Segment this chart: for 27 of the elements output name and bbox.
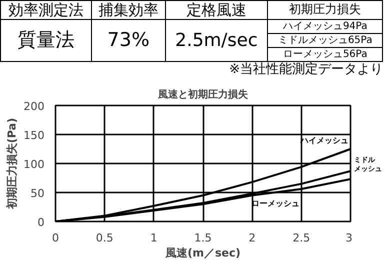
y-tick-label: 200	[24, 100, 45, 113]
text: 効率測定法	[0, 0, 92, 20]
x-tick-label: 1	[150, 232, 158, 244]
chart-title: 風速と初期圧力損失	[157, 88, 249, 100]
series-label: ローメッシュ	[251, 199, 300, 208]
text: 捕集効率	[92, 0, 166, 20]
text: 73%	[92, 20, 166, 62]
text: 定格風速	[165, 0, 268, 20]
y-tick-label: 150	[24, 129, 45, 142]
x-tick-label: 1.5	[194, 232, 212, 244]
x-axis-title: 風速(m／sec)	[164, 246, 241, 260]
y-tick-label: 100	[24, 158, 45, 171]
text: ミドルメッシュ65Pa	[268, 34, 382, 48]
text: 2.5m/sec	[165, 20, 268, 62]
x-tick-label: 2.5	[292, 232, 310, 244]
y-tick-label: 50	[30, 187, 45, 200]
x-tick-label: 0.5	[96, 232, 114, 244]
x-tick-label: 0	[52, 232, 59, 244]
x-tick-label: 2	[248, 232, 256, 244]
text: ※当社性能測定データより	[228, 62, 383, 77]
text: ローメッシュ56Pa	[268, 48, 382, 62]
text: 質量法	[0, 20, 92, 62]
x-tick-label: 3	[346, 232, 352, 244]
text: 初期圧力損失	[268, 0, 382, 20]
text: ハイメッシュ94Pa	[268, 20, 382, 34]
y-axis-title: 初期圧力損失(Pa)	[6, 118, 19, 210]
y-tick-label: 0	[38, 216, 44, 229]
